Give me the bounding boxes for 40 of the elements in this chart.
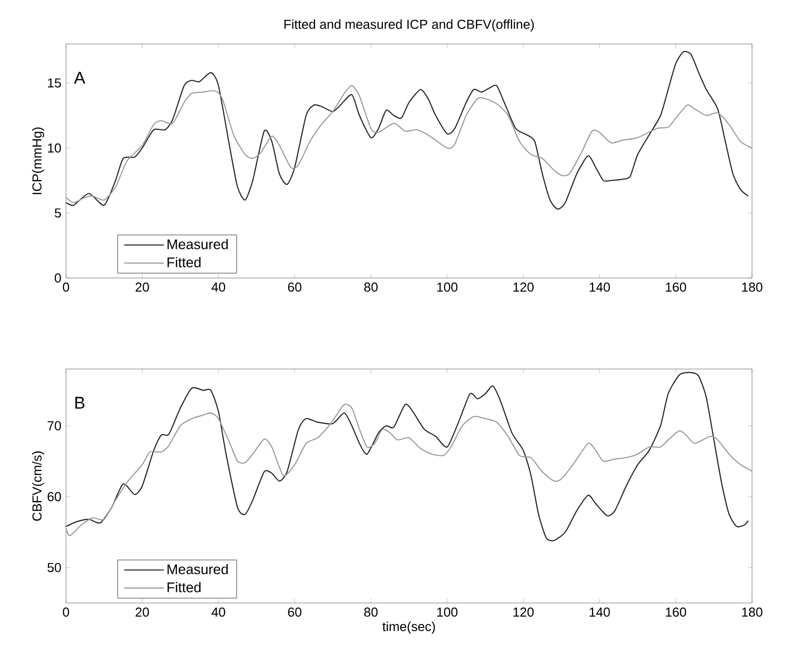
chart-title: Fitted and measured ICP and CBFV(offline)	[284, 19, 534, 32]
x-tick-label: 40	[212, 282, 226, 292]
line-series	[66, 85, 752, 204]
x-tick-label: 60	[288, 608, 302, 617]
y-tick-label: 10	[48, 143, 61, 153]
y-tick-label: 15	[48, 78, 61, 88]
x-tick-label: 100	[437, 282, 458, 292]
legend-label: Fitted	[168, 582, 201, 592]
x-tick-label: 120	[513, 282, 534, 292]
x-axis-title: time(sec)	[382, 622, 435, 634]
x-tick-label: 100	[437, 608, 458, 617]
x-tick-label: 180	[742, 608, 762, 617]
x-tick-label: 0	[62, 608, 70, 617]
x-tick-label: 60	[288, 282, 302, 292]
x-tick-label: 120	[513, 608, 534, 617]
legend-label: Fitted	[168, 257, 201, 268]
line-series	[66, 372, 749, 542]
x-tick-label: 40	[212, 608, 226, 617]
annotation: B	[75, 396, 84, 409]
x-tick-label: 180	[742, 282, 762, 292]
y-tick-label: 5	[54, 208, 61, 218]
x-tick-label: 140	[590, 282, 610, 292]
x-tick-label: 0	[62, 282, 70, 292]
line-series	[66, 51, 749, 210]
x-tick-label: 160	[666, 282, 686, 292]
y-tick-label: 0	[54, 273, 61, 283]
y-tick-label: 50	[48, 562, 61, 572]
y-tick-label: 60	[48, 492, 61, 502]
legend-label: Measured	[168, 238, 228, 250]
x-tick-label: 80	[364, 282, 378, 292]
x-tick-label: 140	[590, 608, 610, 617]
legend-label: Measured	[168, 564, 228, 574]
x-tick-label: 80	[364, 608, 378, 617]
y-axis-title: CBFV(cm/s)	[32, 451, 44, 521]
x-tick-label: 160	[666, 608, 686, 617]
y-axis-title: ICP(mmHg)	[32, 128, 44, 194]
annotation: A	[74, 72, 86, 84]
y-tick-label: 70	[48, 421, 61, 430]
x-tick-label: 20	[136, 282, 149, 292]
x-tick-label: 20	[136, 608, 149, 617]
